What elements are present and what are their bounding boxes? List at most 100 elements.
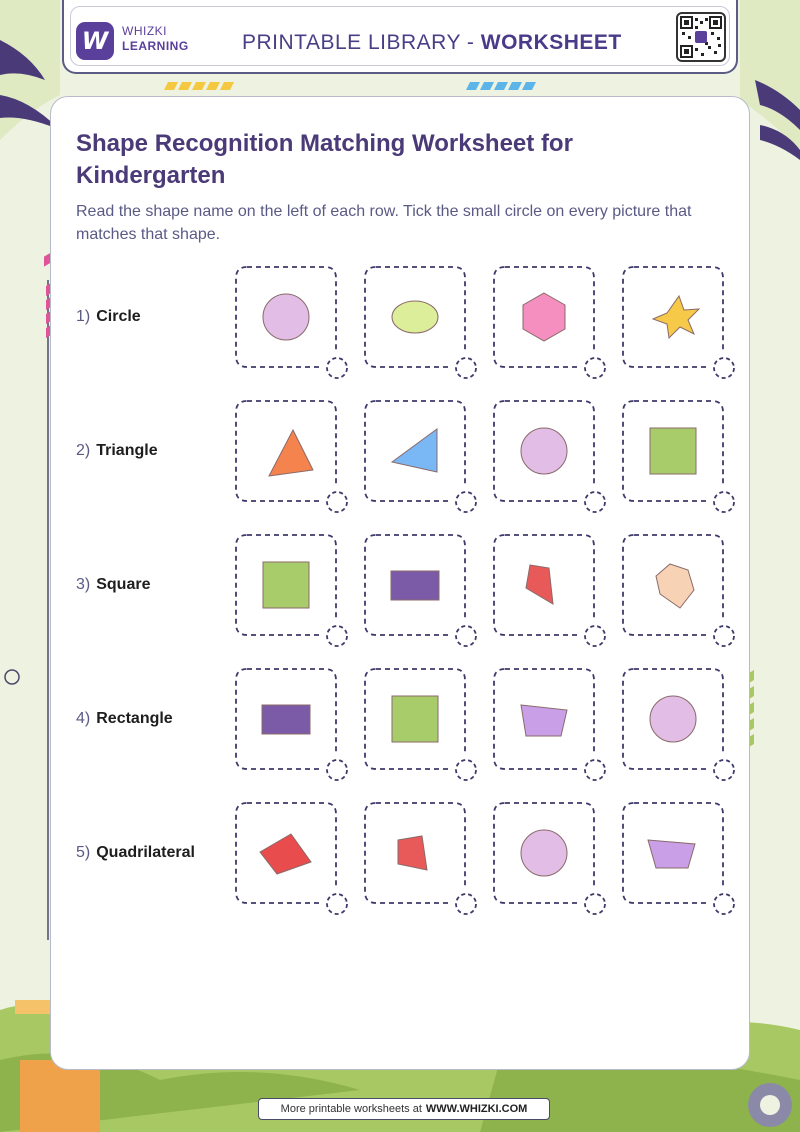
circle-shape xyxy=(262,293,310,341)
trapezoid-shape xyxy=(520,704,568,737)
card-dashed-border xyxy=(493,400,595,502)
brand-name: WHIZKI LEARNING xyxy=(122,24,189,54)
shape-card-graphic xyxy=(364,802,477,915)
circle-shape xyxy=(520,829,568,877)
shape-card xyxy=(235,266,348,379)
shape-card xyxy=(235,400,348,513)
tick-circle[interactable] xyxy=(584,357,606,379)
card-dashed-border xyxy=(235,668,337,770)
shape-card-graphic xyxy=(364,534,477,647)
quad3-shape xyxy=(397,835,428,871)
row-label: 4) Rectangle xyxy=(76,710,173,728)
pentagon-shape xyxy=(655,563,695,609)
header-bar: W WHIZKI LEARNING PRINTABLE LIBRARY - WO… xyxy=(62,0,738,74)
tick-circle[interactable] xyxy=(326,625,348,647)
card-dashed-border xyxy=(235,802,337,904)
card-dashed-border xyxy=(622,802,724,904)
header-inner-frame xyxy=(70,6,730,66)
quad2-shape xyxy=(259,833,312,875)
worksheet-title: Shape Recognition Matching Worksheet for… xyxy=(76,130,573,189)
tick-circle[interactable] xyxy=(584,625,606,647)
card-dashed-border xyxy=(622,534,724,636)
tick-circle[interactable] xyxy=(713,759,735,781)
footer-banner: More printable worksheets at WWW.WHIZKI.C… xyxy=(258,1098,550,1120)
card-dashed-border xyxy=(235,266,337,368)
tick-circle[interactable] xyxy=(584,491,606,513)
card-dashed-border xyxy=(235,400,337,502)
circle-shape xyxy=(520,427,568,475)
tick-circle[interactable] xyxy=(326,759,348,781)
row-label: 2) Triangle xyxy=(76,442,158,460)
shape-card-graphic xyxy=(235,266,348,379)
card-dashed-border xyxy=(364,400,466,502)
header-title: PRINTABLE LIBRARY - WORKSHEET xyxy=(242,31,622,55)
card-dashed-border xyxy=(622,400,724,502)
shape-card xyxy=(622,668,735,781)
shape-card-graphic xyxy=(622,266,735,379)
tick-circle[interactable] xyxy=(584,759,606,781)
shape-card-graphic xyxy=(493,802,606,915)
rectangle-shape xyxy=(261,704,311,735)
shape-card xyxy=(364,534,477,647)
tick-circle[interactable] xyxy=(455,357,477,379)
shape-card xyxy=(622,266,735,379)
shape-card xyxy=(364,668,477,781)
shape-card xyxy=(235,534,348,647)
shape-card-graphic xyxy=(493,668,606,781)
row-number: 1) xyxy=(76,308,91,325)
row-label: 3) Square xyxy=(76,576,150,594)
tick-circle[interactable] xyxy=(326,893,348,915)
circle-shape xyxy=(649,695,697,743)
rectangle-shape xyxy=(390,570,440,601)
card-dashed-border xyxy=(364,266,466,368)
tick-circle[interactable] xyxy=(455,625,477,647)
star-shape xyxy=(651,294,701,340)
shape-card-graphic xyxy=(493,266,606,379)
row-label: 1) Circle xyxy=(76,308,141,326)
quad-shape xyxy=(525,564,554,605)
shape-card-graphic xyxy=(622,802,735,915)
shape-card xyxy=(622,400,735,513)
hexagon-shape xyxy=(522,292,566,342)
header-title-prefix: PRINTABLE LIBRARY - xyxy=(242,31,481,54)
shape-card-graphic xyxy=(364,266,477,379)
tick-circle[interactable] xyxy=(713,625,735,647)
row-shape-name: Square xyxy=(96,576,151,593)
tick-circle[interactable] xyxy=(326,491,348,513)
shape-card xyxy=(364,802,477,915)
shape-card xyxy=(364,400,477,513)
tick-circle[interactable] xyxy=(713,357,735,379)
worksheet-instructions: Read the shape name on the left of each … xyxy=(76,203,692,243)
row-label: 5) Quadrilateral xyxy=(76,844,195,862)
row-number: 2) xyxy=(76,442,91,459)
tick-circle[interactable] xyxy=(326,357,348,379)
tick-circle[interactable] xyxy=(455,893,477,915)
footer-text: More printable worksheets at xyxy=(280,1103,422,1115)
qr-code-icon xyxy=(676,12,726,62)
tick-circle[interactable] xyxy=(584,893,606,915)
card-dashed-border xyxy=(493,266,595,368)
tick-circle[interactable] xyxy=(713,491,735,513)
card-dashed-border xyxy=(493,668,595,770)
tick-circle[interactable] xyxy=(713,893,735,915)
card-dashed-border xyxy=(235,534,337,636)
square-shape xyxy=(649,427,697,475)
shape-card xyxy=(493,534,606,647)
triangle2-shape xyxy=(390,428,438,473)
shape-card-graphic xyxy=(235,400,348,513)
ellipse-shape xyxy=(391,300,439,334)
shape-card-graphic xyxy=(622,400,735,513)
tick-circle[interactable] xyxy=(455,491,477,513)
shape-card xyxy=(493,668,606,781)
footer-link[interactable]: WWW.WHIZKI.COM xyxy=(425,1103,528,1115)
trapezoid2-shape xyxy=(647,839,696,869)
shape-card xyxy=(622,802,735,915)
tick-circle[interactable] xyxy=(455,759,477,781)
row-shape-name: Circle xyxy=(96,308,141,325)
shape-card-graphic xyxy=(235,802,348,915)
shape-card-graphic xyxy=(493,534,606,647)
card-dashed-border xyxy=(622,266,724,368)
shape-card-graphic xyxy=(364,668,477,781)
shape-card-graphic xyxy=(622,668,735,781)
shape-card xyxy=(235,802,348,915)
